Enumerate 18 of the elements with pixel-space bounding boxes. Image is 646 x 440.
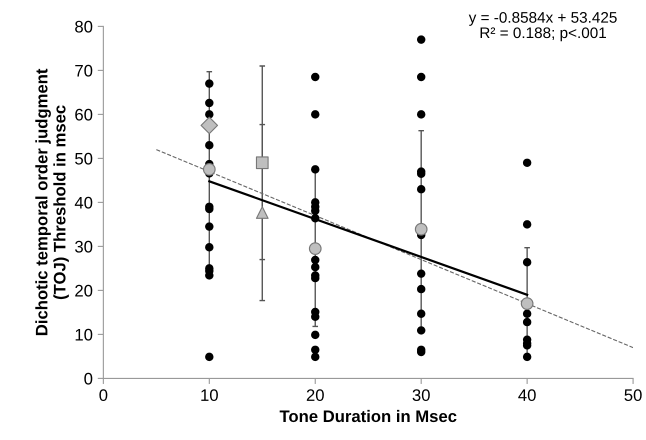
y-tick-label: 60	[75, 108, 92, 121]
y-tick-label: 40	[74, 196, 92, 209]
y-tick-label: 50	[75, 152, 92, 165]
x-tick-label: 20	[306, 389, 324, 402]
y-tick-label: 80	[75, 20, 92, 33]
y-tick-label: 70	[75, 64, 92, 77]
y-axis-title: Dichotic temporal order judgment (TOJ) Threshold in msec	[35, 68, 69, 336]
x-axis-title: Tone Duration in Msec	[280, 410, 456, 422]
x-tick-label: 10	[201, 389, 218, 402]
x-tick-label: 40	[518, 389, 536, 402]
y-tick-label: 10	[76, 328, 92, 341]
x-tick-label: 30	[412, 389, 430, 402]
x-tick-label: 50	[624, 389, 642, 402]
y-tick-label: 0	[84, 372, 92, 385]
y-tick-label: 30	[75, 240, 92, 253]
y-tick-label: 20	[75, 284, 92, 297]
x-tick-label: 0	[99, 389, 108, 402]
annotation: y = -0.8584x + 53.425 R² = 0.188; p<.001	[468, 12, 617, 42]
